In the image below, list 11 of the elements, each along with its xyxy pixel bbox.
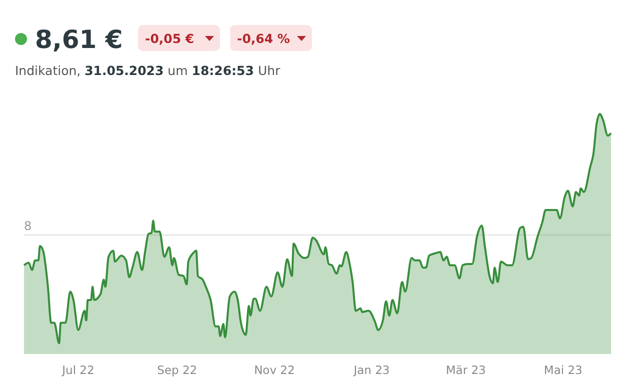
annotation: 8 bbox=[24, 218, 32, 233]
x-tick-label: Jan 23 bbox=[352, 363, 390, 377]
text: -0,05 € bbox=[145, 31, 194, 46]
x-tick-label: Sep 22 bbox=[157, 363, 198, 377]
x-tick-label: Mai 23 bbox=[544, 363, 582, 377]
x-tick-label: Mär 23 bbox=[446, 363, 486, 377]
chart-title: 8,61 € bbox=[35, 25, 123, 54]
x-tick-label: Nov 22 bbox=[254, 363, 295, 377]
x-tick-label: Jul 22 bbox=[61, 363, 94, 377]
chart-subtitle: Indikation, 31.05.2023 um 18:26:53 Uhr bbox=[15, 63, 282, 78]
text: -0,64 % bbox=[237, 31, 290, 46]
